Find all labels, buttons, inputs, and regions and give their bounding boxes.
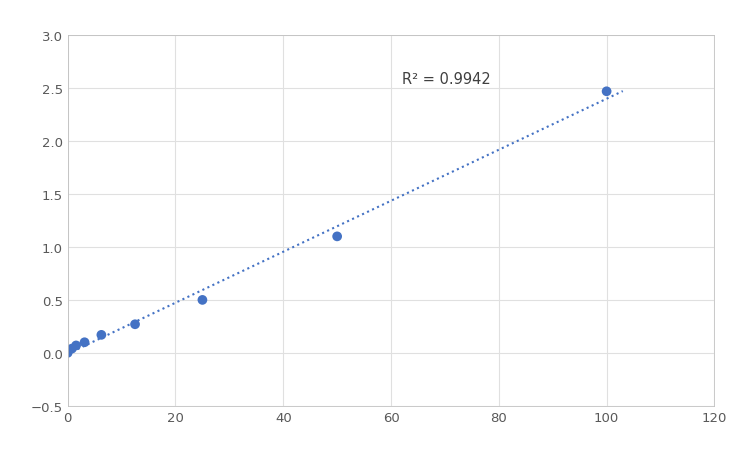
Point [62, 350, 74, 357]
Point [196, 297, 208, 304]
Point [331, 233, 343, 240]
Point [70, 342, 82, 349]
Point [96, 331, 108, 339]
Point [66, 345, 78, 352]
Text: R² = 0.9942: R² = 0.9942 [402, 72, 490, 87]
Point [601, 88, 613, 96]
Point [78, 339, 90, 346]
Point [129, 321, 141, 328]
